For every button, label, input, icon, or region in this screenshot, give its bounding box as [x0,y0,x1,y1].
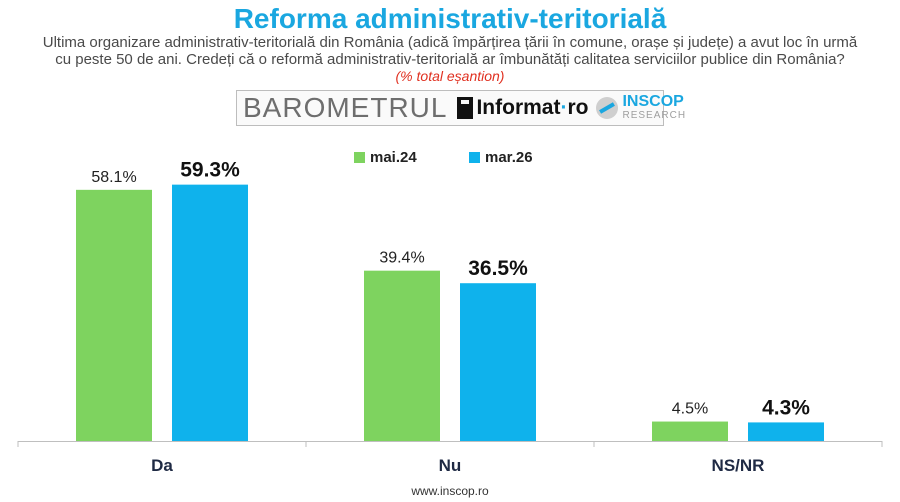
sample-note: (% total eșantion) [395,68,505,84]
page-title: Reforma administrativ-teritorială [233,3,667,34]
informat-logo-text: Informat [476,96,561,119]
data-label-mai.24-Da: 58.1% [91,169,136,186]
barometrul-logo: BAROMETRUL [243,92,448,123]
data-label-mar.26-Nu: 36.5% [468,257,528,280]
category-label-NS/NR: NS/NR [712,456,765,475]
category-label-Nu: Nu [439,456,462,475]
inscop-logo: INSCOP RESEARCH [596,94,686,122]
data-label-mai.24-Nu: 39.4% [379,250,424,267]
inscop-logo-subtext: RESEARCH [622,110,687,121]
question-line-2: cu peste 50 de ani. Credeți că o reformă… [55,51,845,68]
logo-banner: BAROMETRUL Informat · ro INSCOP RESEARCH [236,90,685,126]
bar-mai.24-Nu [364,270,440,441]
informat-logo-ro: ro [567,96,589,119]
bar-mar.26-Nu [460,283,536,441]
bar-mar.26-Da [172,184,248,441]
legend-label-mar.26: mar.26 [485,149,533,166]
legend-label-mai.24: mai.24 [370,149,417,166]
bar-mar.26-NS/NR [748,422,824,441]
legend-swatch-mar.26 [469,152,480,163]
bar-mai.24-Da [76,189,152,441]
inscop-globe-icon [596,97,619,119]
question-text: Ultima organizare administrativ-teritori… [20,34,880,68]
informat-mark-icon [457,97,474,119]
informat-logo-dot: · [560,96,568,119]
inscop-logo-text: INSCOP [622,93,684,110]
data-label-mar.26-Da: 59.3% [180,159,240,182]
legend-swatch-mai.24 [354,152,365,163]
category-label-Da: Da [151,456,173,475]
informat-logo: Informat · ro [457,91,588,125]
footer-url: www.inscop.ro [411,484,489,498]
question-line-1: Ultima organizare administrativ-teritori… [42,34,858,51]
data-label-mai.24-NS/NR: 4.5% [672,401,708,418]
data-label-mar.26-NS/NR: 4.3% [762,396,810,419]
bar-mai.24-NS/NR [652,421,728,441]
